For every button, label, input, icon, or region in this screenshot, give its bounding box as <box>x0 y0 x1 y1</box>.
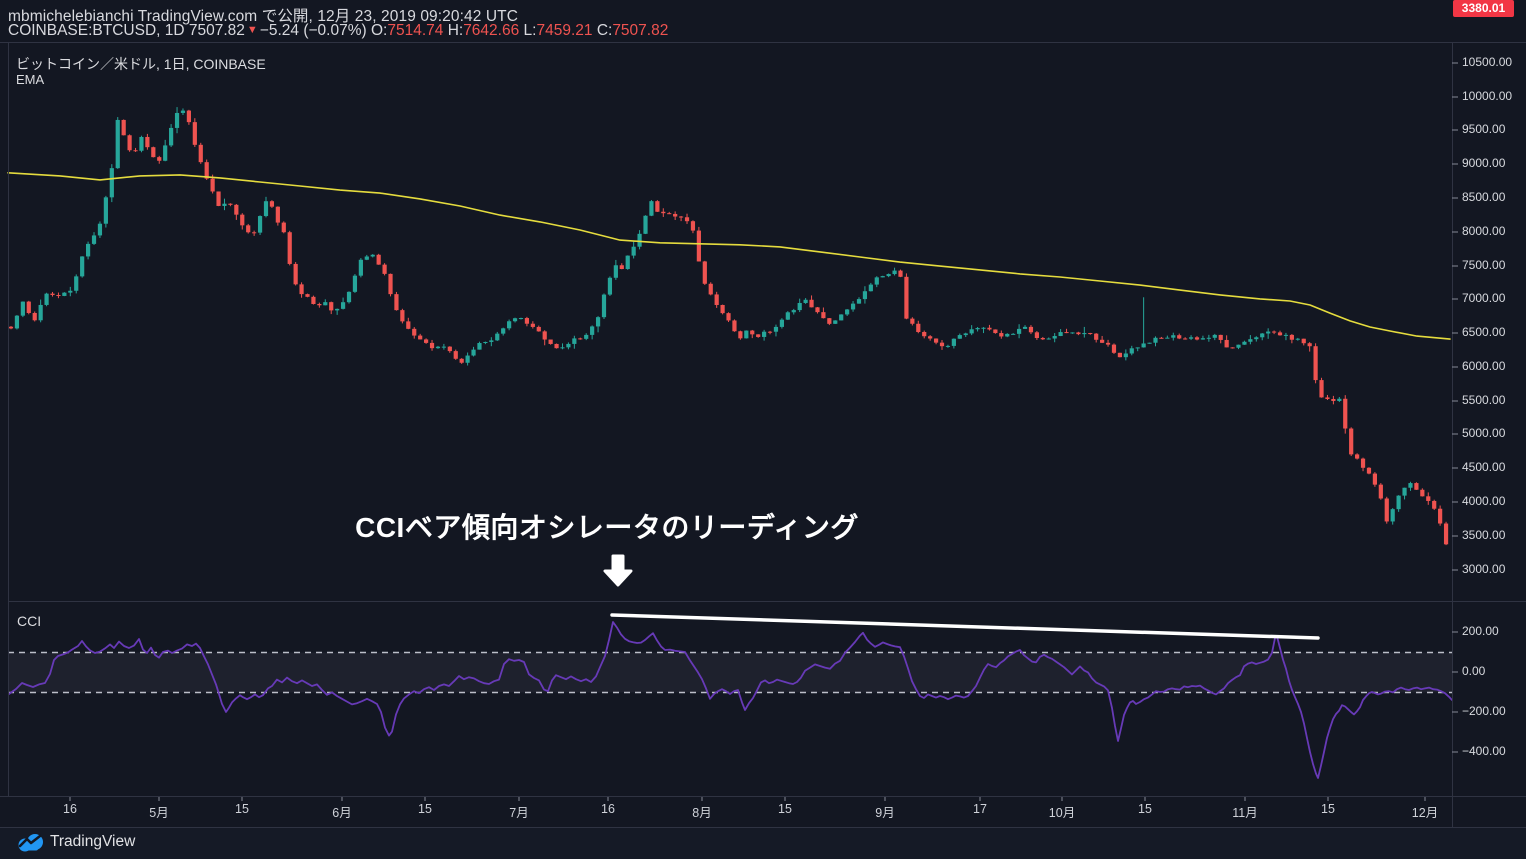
price-axis-label: 5000.00 <box>1462 426 1506 440</box>
price-axis-label: 7500.00 <box>1462 258 1506 272</box>
price-axis-label: 8000.00 <box>1462 224 1506 238</box>
ema-indicator-label[interactable]: EMA <box>16 72 45 87</box>
time-axis-label: 6月 <box>332 806 352 820</box>
close-label: C: <box>596 22 613 39</box>
time-axis-label: 16 <box>63 802 77 816</box>
cci-axis-label: −200.00 <box>1462 704 1506 718</box>
low-label: L: <box>523 22 537 39</box>
time-axis-label: 15 <box>235 802 249 816</box>
price-axis-label: 9500.00 <box>1462 122 1506 136</box>
cci-axis-label: 200.00 <box>1462 624 1499 638</box>
open-value: 7514.74 <box>387 22 444 39</box>
annotation-text: CCIベア傾向オシレータのリーディング <box>355 512 859 543</box>
time-axis-label: 15 <box>778 802 792 816</box>
change-value: −5.24 (−0.07%) <box>259 22 367 39</box>
price-axis-label: 6500.00 <box>1462 325 1506 339</box>
high-value: 7642.66 <box>463 22 520 39</box>
open-label: O: <box>370 22 388 39</box>
down-triangle-icon: ▼ <box>246 24 258 36</box>
cci-indicator-label[interactable]: CCI <box>17 613 42 629</box>
time-axis-label: 8月 <box>692 806 712 820</box>
symbol-label[interactable]: COINBASE:BTCUSD, 1D <box>8 22 185 39</box>
time-axis-label: 11月 <box>1232 806 1258 820</box>
time-axis-label: 5月 <box>149 806 169 820</box>
price-axis-label: 3500.00 <box>1462 528 1506 542</box>
price-axis-label: 10500.00 <box>1462 55 1513 69</box>
last-price-tag: 3380.01 <box>1453 0 1514 17</box>
time-axis-label: 12月 <box>1411 806 1439 820</box>
time-axis-label: 15 <box>1321 802 1335 816</box>
chart-title[interactable]: ビットコイン／米ドル, 1日, COINBASE <box>16 56 266 72</box>
time-axis-label: 17 <box>973 802 987 816</box>
time-axis-label: 15 <box>1138 802 1152 816</box>
price-axis-label: 5500.00 <box>1462 393 1506 407</box>
price-axis-label: 8500.00 <box>1462 190 1506 204</box>
high-label: H: <box>447 22 464 39</box>
tradingview-logo-icon[interactable] <box>16 832 46 854</box>
time-axis-label: 16 <box>601 802 615 816</box>
time-axis-label: 10月 <box>1048 806 1076 820</box>
price-axis-label: 3000.00 <box>1462 562 1506 576</box>
last-price: 7507.82 <box>188 22 245 39</box>
time-axis-label: 9月 <box>875 806 895 820</box>
price-axis-label: 4500.00 <box>1462 460 1506 474</box>
price-axis-label: 6000.00 <box>1462 359 1506 373</box>
down-arrow-icon <box>601 554 635 588</box>
tradingview-brand-text[interactable]: TradingView <box>50 833 136 850</box>
cci-axis-label: −400.00 <box>1462 744 1506 758</box>
close-value: 7507.82 <box>612 22 669 39</box>
price-axis-label: 10000.00 <box>1462 89 1513 103</box>
low-value: 7459.21 <box>536 22 593 39</box>
time-axis-label: 7月 <box>509 806 529 820</box>
publish-info: mbmichelebianchi TradingView.com で公開, 12… <box>8 8 519 25</box>
price-axis-label: 9000.00 <box>1462 156 1506 170</box>
price-axis-label: 7000.00 <box>1462 291 1506 305</box>
cci-axis-label: 0.00 <box>1462 664 1486 678</box>
time-axis-label: 15 <box>418 802 432 816</box>
symbol-ohlc-row: COINBASE:BTCUSD, 1D 7507.82 ▼ −5.24 (−0.07… <box>8 22 668 40</box>
price-axis-label: 4000.00 <box>1462 494 1506 508</box>
